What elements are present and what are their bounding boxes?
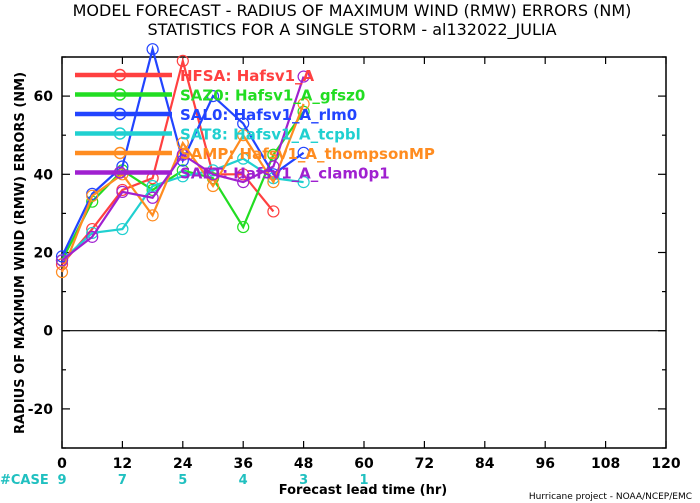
- x-tick-label: 60: [354, 456, 374, 472]
- data-point: [206, 179, 220, 193]
- legend-marker: [113, 88, 127, 101]
- data-point: [86, 189, 99, 202]
- legend-label: SAL0: Hafsv1_A_rlm0: [180, 106, 357, 124]
- legend-item: SAET: Hafsv1_A_clam0p1: [75, 165, 390, 183]
- data-point: [267, 176, 280, 189]
- legend-marker: [113, 107, 127, 121]
- data-point: [146, 209, 159, 222]
- x-tick-label: 120: [651, 456, 680, 472]
- legend-label: HFSA: Hafsv1_A: [180, 67, 315, 85]
- chart-subtitle: STATISTICS FOR A SINGLE STORM - al132022…: [147, 20, 556, 40]
- series-6: [55, 70, 310, 267]
- data-point: [267, 148, 280, 161]
- legend-label: SAET: Hafsv1_A_clam0p1: [180, 165, 390, 183]
- x-tick-label: 0: [57, 456, 67, 472]
- data-point: [297, 97, 310, 111]
- legend-marker: [113, 146, 127, 160]
- legend-item: HFSA: Hafsv1_A: [75, 67, 315, 85]
- data-point: [86, 226, 99, 240]
- data-point: [237, 176, 250, 189]
- data-point: [206, 168, 220, 181]
- data-point: [297, 176, 310, 189]
- legend-item: SAZ0: Hafsv1_A_gfsz0: [75, 87, 365, 105]
- x-tick-label: 48: [294, 456, 313, 472]
- data-point: [237, 152, 250, 165]
- case-count-label: #CASE: [0, 473, 49, 488]
- x-tick-label: 84: [475, 456, 495, 472]
- y-tick-label: 40: [34, 167, 54, 183]
- plot-area: 0 12 24 36 48 60 72 84 96 108 120 -20 0 20 40 60 HFSA: H…: [0, 43, 681, 488]
- data-point: [267, 160, 280, 173]
- data-point: [176, 170, 189, 183]
- data-point: [237, 220, 250, 234]
- legend-item: SAT8: Hafsv1_A_tcpbl: [75, 126, 361, 144]
- x-tick-label: 36: [233, 456, 252, 472]
- data-point: [206, 89, 220, 103]
- y-axis-title: RADIUS OF MAXIMUM WIND (RMW) ERRORS (NM): [13, 72, 28, 434]
- case-count: 5: [178, 473, 187, 488]
- series-line: [60, 103, 305, 273]
- series-line: [61, 76, 305, 262]
- series-5: [55, 97, 310, 279]
- legend-label: SAZ0: Hafsv1_A_gfsz0: [180, 87, 365, 105]
- data-point: [267, 205, 280, 218]
- data-point: [176, 54, 189, 68]
- legend-marker: [113, 68, 127, 82]
- case-count: 9: [57, 473, 66, 488]
- data-point: [237, 129, 250, 142]
- case-count: 7: [118, 473, 127, 488]
- credit-text: Hurricane project - NOAA/NCEP/EMC: [529, 492, 692, 502]
- x-tick-label: 12: [113, 456, 132, 472]
- data-point: [86, 230, 99, 243]
- data-point: [146, 179, 159, 193]
- y-tick-label: 0: [43, 324, 53, 340]
- y-tick-label: 20: [34, 246, 54, 262]
- legend-label: SAMP: Hafsv1_A_thompsonMP: [180, 145, 435, 163]
- data-point: [116, 222, 129, 236]
- legend-item: SAMP: Hafsv1_A_thompsonMP: [75, 145, 435, 163]
- x-axis-title: Forecast lead time (hr): [279, 483, 447, 498]
- chart-title: MODEL FORECAST - RADIUS OF MAXIMUM WIND …: [73, 1, 632, 20]
- x-tick-label: 96: [535, 456, 554, 472]
- data-point: [297, 146, 310, 159]
- legend-item: SAL0: Hafsv1_A_rlm0: [75, 106, 357, 124]
- case-count: 1: [359, 473, 368, 488]
- data-point: [116, 185, 129, 198]
- legend-label: SAT8: Hafsv1_A_tcpbl: [180, 126, 361, 144]
- data-point: [237, 168, 250, 181]
- x-tick-label: 108: [591, 456, 620, 472]
- data-point: [237, 117, 250, 130]
- data-point: [146, 191, 159, 204]
- x-tick-label: 24: [173, 456, 193, 472]
- data-point: [55, 265, 69, 279]
- x-tick-label: 72: [415, 456, 434, 472]
- case-count: 3: [299, 473, 308, 488]
- legend-marker: [113, 127, 127, 140]
- legend-marker: [113, 166, 127, 179]
- data-point: [297, 70, 310, 83]
- y-tick-label: -20: [28, 402, 54, 418]
- case-count: 4: [239, 473, 248, 488]
- data-point: [55, 254, 69, 267]
- data-point: [176, 136, 189, 150]
- data-point: [146, 43, 159, 56]
- data-point: [176, 148, 189, 161]
- y-tick-label: 60: [34, 89, 54, 105]
